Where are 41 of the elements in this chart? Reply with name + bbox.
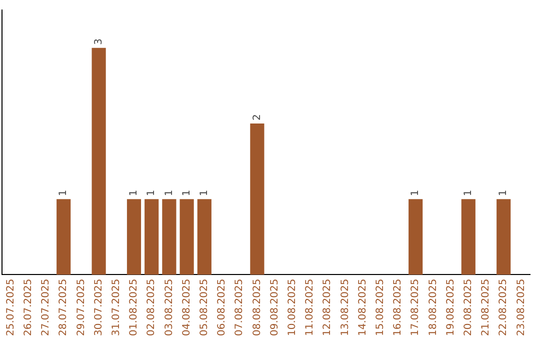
x-tick-label: 08.08.2025 [252, 278, 263, 336]
x-tick-label: 15.08.2025 [374, 278, 386, 336]
x-tick-label: 16.08.2025 [392, 278, 404, 336]
x-tick-label: 02.08.2025 [146, 278, 158, 336]
x-tick-label: 23.08.2025 [516, 278, 527, 336]
x-tick-label: 30.07.2025 [93, 278, 104, 336]
data-label: 1 [498, 190, 510, 196]
data-label: 1 [164, 190, 175, 196]
data-label: 1 [181, 190, 192, 196]
x-tick-label: 28.07.2025 [58, 278, 70, 336]
x-tick-label: 11.08.2025 [304, 278, 316, 336]
x-tick-label: 25.07.2025 [5, 278, 16, 336]
x-tick-label: 31.07.2025 [110, 278, 122, 336]
data-label: 1 [410, 190, 422, 196]
x-tick-label: 20.08.2025 [462, 278, 474, 336]
x-tick-label: 07.08.2025 [234, 278, 246, 336]
x-tick-label: 04.08.2025 [181, 278, 192, 336]
x-tick-label: 27.07.2025 [40, 278, 52, 336]
x-tick-label: 14.08.2025 [357, 278, 368, 336]
x-tick-label: 13.08.2025 [340, 278, 351, 336]
data-label: 1 [146, 190, 158, 196]
x-tick-label: 26.07.2025 [22, 278, 34, 336]
x-tick-label: 21.08.2025 [480, 278, 492, 336]
x-tick-label: 10.08.2025 [286, 278, 298, 336]
x-tick-label: 03.08.2025 [164, 278, 175, 336]
x-tick-label: 22.08.2025 [498, 278, 510, 336]
data-label: 3 [93, 38, 104, 45]
x-tick-label: 06.08.2025 [216, 278, 228, 336]
x-tick-label: 09.08.2025 [269, 278, 280, 336]
x-tick-label: 01.08.2025 [128, 278, 140, 336]
x-tick-label: 17.08.2025 [410, 278, 422, 336]
data-label: 1 [128, 190, 140, 196]
data-label: 1 [462, 190, 474, 196]
x-tick-label: 19.08.2025 [445, 278, 456, 336]
data-label: 2 [252, 114, 263, 120]
data-label: 1 [58, 190, 70, 196]
x-tick-label: 29.07.2025 [76, 278, 87, 336]
data-label: 1 [198, 190, 210, 196]
x-tick-label: 05.08.2025 [198, 278, 210, 336]
x-tick-label: 18.08.2025 [428, 278, 439, 336]
x-tick-label: 12.08.2025 [322, 278, 334, 336]
